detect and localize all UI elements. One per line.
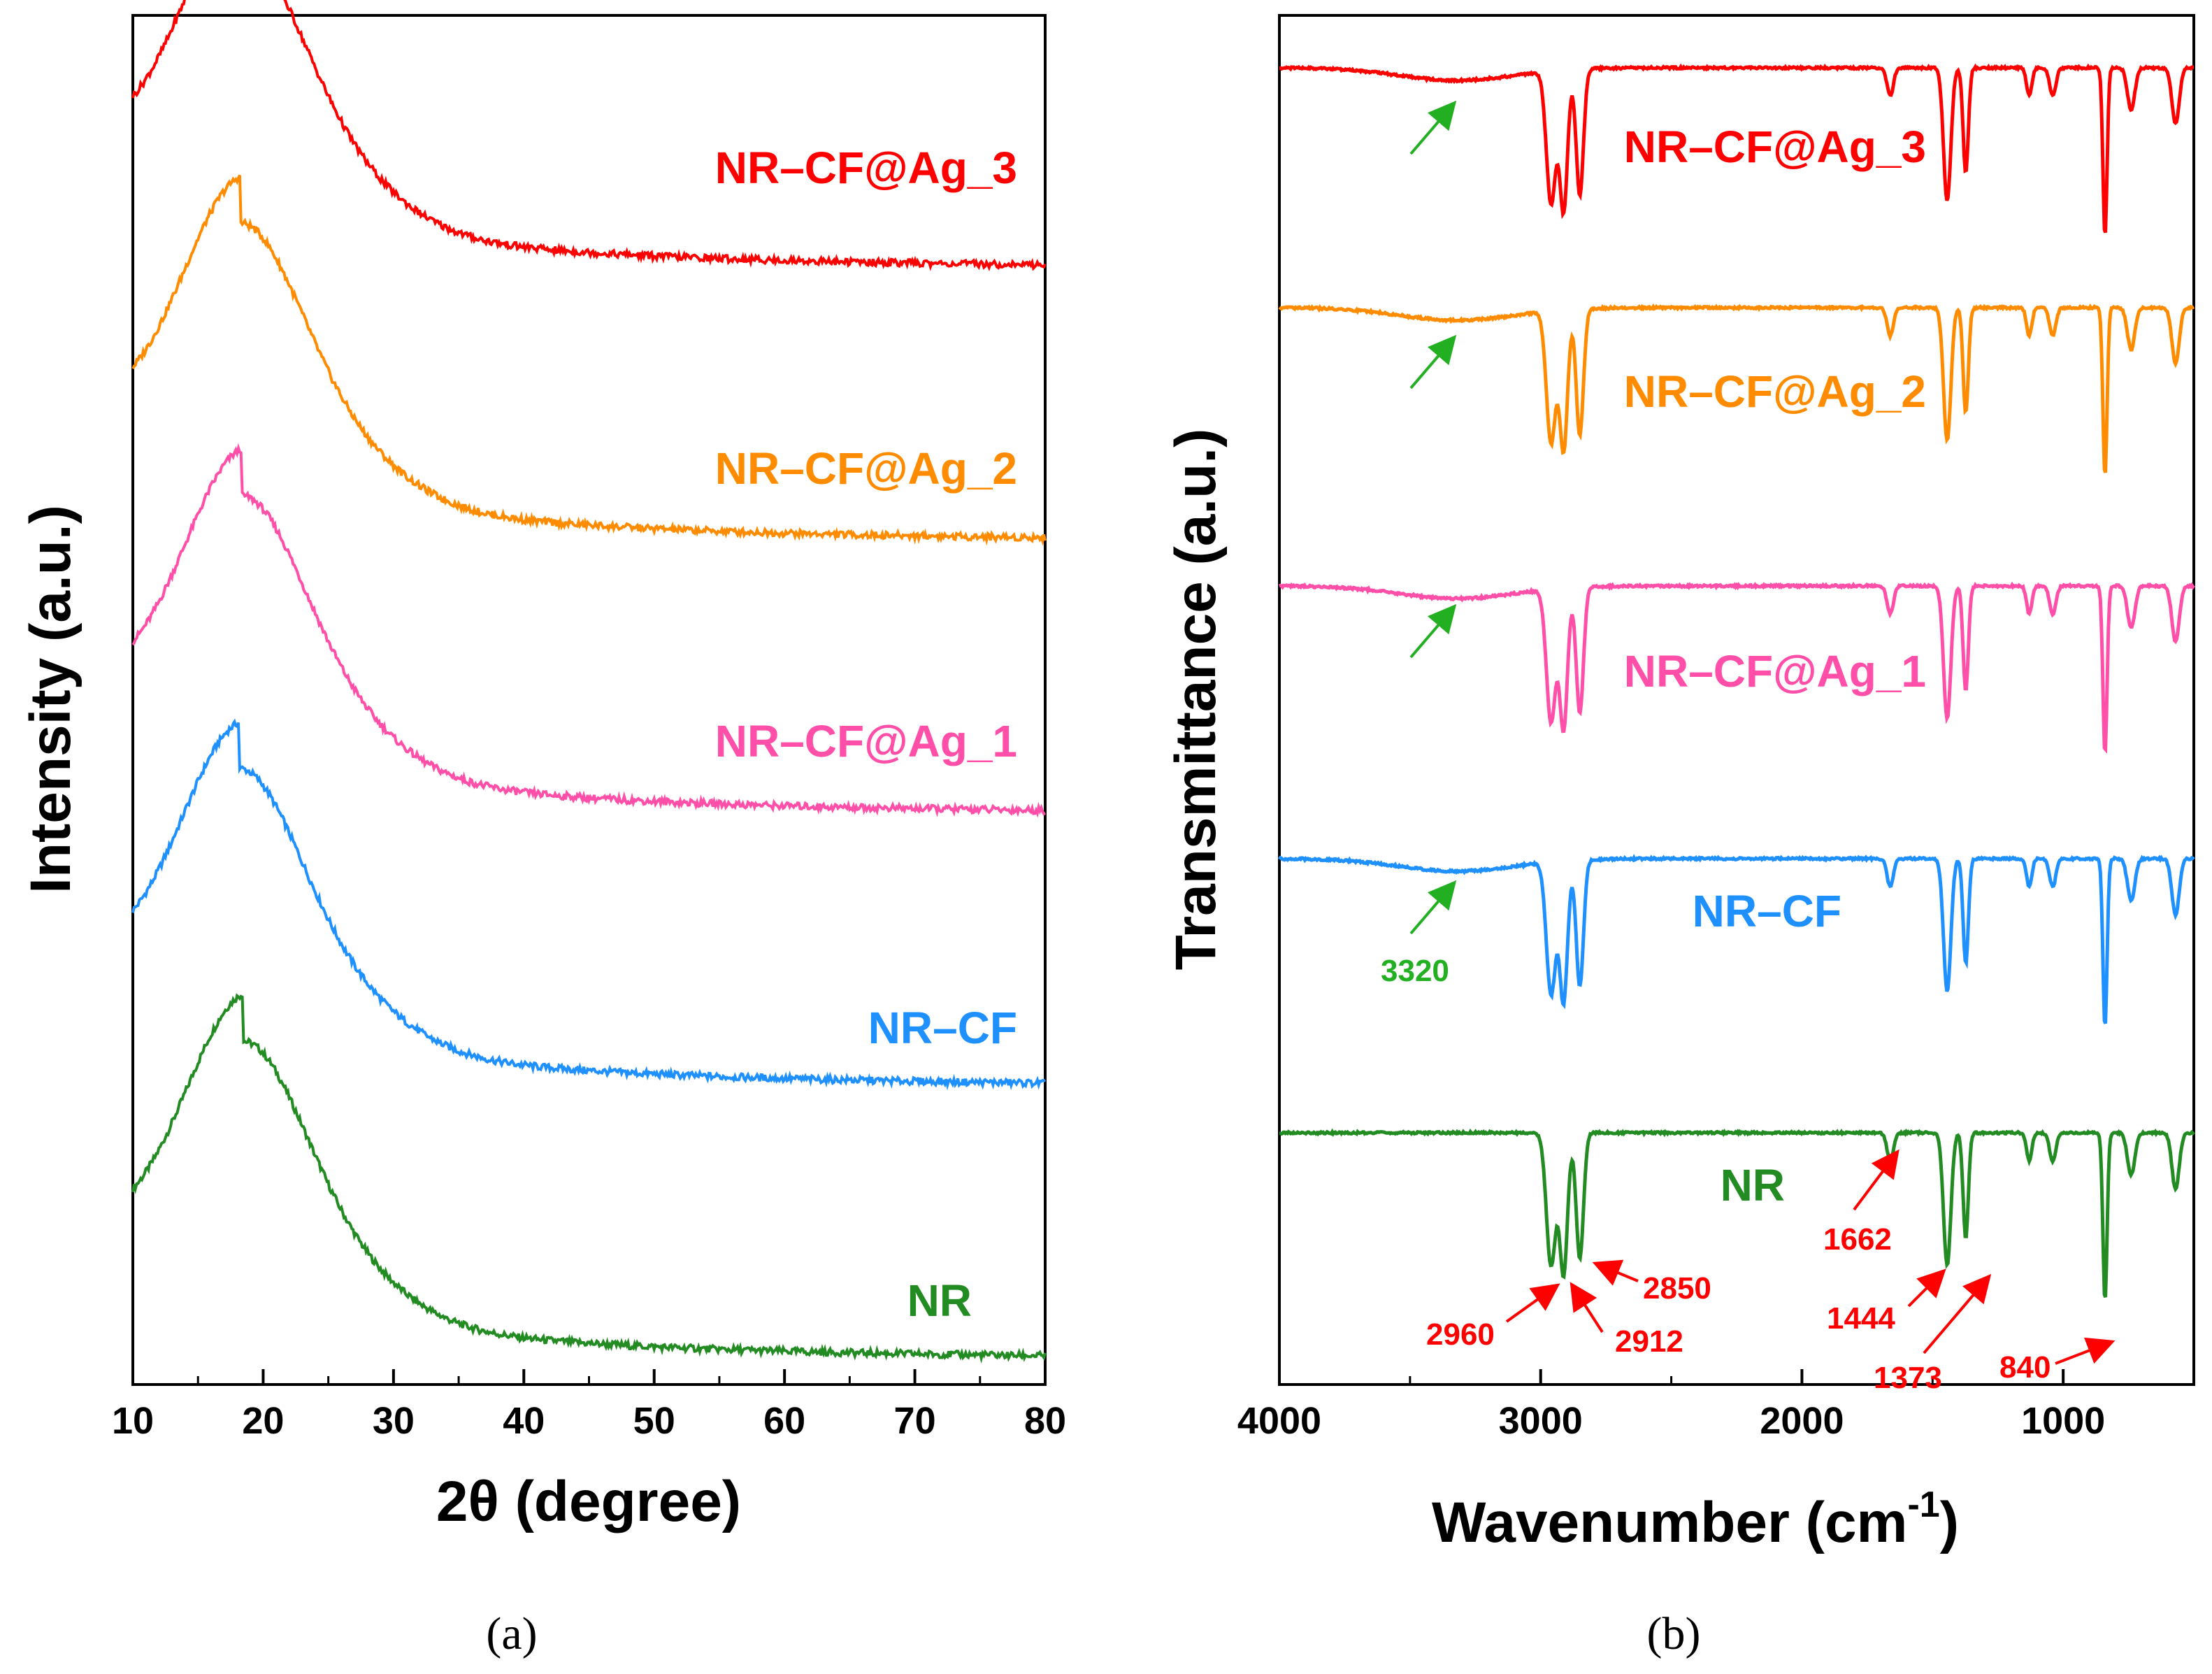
xrd-panel: 10 20 30 40 50 60 70 80 NR–CF@Ag_3 NR–CF@Ag_2 N…: [19, 0, 1066, 1659]
ftir-series-nr-cf-ag-2: [1278, 303, 2195, 473]
annotation-840: 840: [1999, 1350, 2051, 1385]
xrd-label-nr-cf: NR–CF: [868, 1003, 1017, 1053]
ftir-curves: [1277, 63, 2196, 1298]
xrd-tick-label: 30: [373, 1400, 415, 1442]
ftir-series-nr: [1279, 1128, 2195, 1298]
arrow-2850: [1592, 1259, 1639, 1286]
ftir-x-axis-label: Wavenumber (cm-1): [1432, 1485, 1959, 1554]
ftir-label-nr-cf: NR–CF: [1693, 886, 1841, 936]
ftir-label-nr: NR: [1721, 1160, 1785, 1210]
ftir-x-axis-label-sup: -1: [1907, 1485, 1939, 1525]
annotation-2850: 2850: [1643, 1271, 1711, 1305]
xrd-series-nr: [131, 993, 1047, 1364]
xrd-series-nr-cf: [131, 718, 1047, 1091]
annotation-1662: 1662: [1823, 1222, 1892, 1257]
arrow-3320-ag1: [1409, 603, 1457, 659]
xrd-tick-label: 60: [763, 1400, 805, 1442]
xrd-label-nr-cf-ag-1: NR–CF@Ag_1: [715, 716, 1017, 766]
xrd-tick-label: 50: [633, 1400, 675, 1442]
arrow-1444: [1907, 1268, 1946, 1308]
xrd-tick-label: 80: [1024, 1400, 1066, 1442]
xrd-label-nr: NR: [907, 1275, 972, 1326]
ftir-panel: 4000 3000 2000 1000 NR–CF@Ag_3 NR–CF@Ag_2 N…: [1164, 14, 2196, 1659]
arrow-2912: [1570, 1282, 1604, 1333]
arrow-3320-ag3: [1409, 100, 1457, 155]
caption-a: (a): [486, 1608, 537, 1659]
xrd-plot-frame: [131, 14, 1047, 1386]
annotation-2960: 2960: [1426, 1317, 1495, 1352]
xrd-tick-label: 10: [112, 1400, 154, 1442]
annotation-1373: 1373: [1874, 1361, 1942, 1395]
arrow-2960: [1505, 1283, 1560, 1323]
xrd-label-nr-cf-ag-3: NR–CF@Ag_3: [715, 143, 1017, 193]
ftir-plot-frame: [1278, 14, 2195, 1386]
ftir-label-nr-cf-ag-2: NR–CF@Ag_2: [1624, 366, 1926, 417]
ftir-series-nr-cf: [1277, 854, 2195, 1024]
ftir-y-axis-label: Transmittance (a.u.): [1164, 429, 1228, 971]
ftir-x-axis-label-main: Wavenumber (cm: [1432, 1491, 1907, 1554]
annotation-2912: 2912: [1615, 1324, 1683, 1359]
xrd-tick-label: 40: [503, 1400, 545, 1442]
xrd-series-nr-cf-ag-2: [131, 174, 1047, 546]
annotation-1444: 1444: [1827, 1301, 1895, 1336]
xrd-y-axis-label: Intensity (a.u.): [19, 505, 82, 894]
ftir-tick-label: 2000: [1760, 1400, 1844, 1442]
ftir-x-ticks: [1278, 1369, 2065, 1385]
arrow-3320-ag2: [1409, 334, 1457, 389]
ftir-x-tick-labels: 4000 3000 2000 1000: [1237, 1400, 2105, 1442]
ftir-series-nr-cf-ag-1: [1278, 581, 2196, 754]
ftir-label-nr-cf-ag-1: NR–CF@Ag_1: [1624, 646, 1926, 696]
ftir-series-nr-cf-ag-3: [1279, 63, 2195, 234]
caption-b: (b): [1647, 1608, 1701, 1659]
arrow-1662: [1853, 1149, 1899, 1211]
ftir-label-nr-cf-ag-3: NR–CF@Ag_3: [1624, 122, 1926, 172]
arrow-840: [2055, 1337, 2116, 1365]
ftir-tick-label: 3000: [1499, 1400, 1583, 1442]
ftir-x-axis-label-end: ): [1940, 1491, 1959, 1554]
xrd-tick-label: 70: [894, 1400, 936, 1442]
xrd-x-ticks: [131, 1369, 1047, 1385]
xrd-curves: [131, 0, 1047, 1364]
xrd-tick-label: 20: [242, 1400, 284, 1442]
xrd-series-nr-cf-ag-3: [131, 0, 1047, 272]
annotation-3320: 3320: [1381, 954, 1449, 988]
arrow-3320-cf: [1409, 880, 1457, 935]
arrow-1373: [1923, 1273, 1992, 1354]
ftir-tick-label: 1000: [2021, 1400, 2105, 1442]
xrd-x-axis-label: 2θ (degree): [436, 1470, 741, 1533]
xrd-series-nr-cf-ag-1: [131, 443, 1046, 818]
xrd-label-nr-cf-ag-2: NR–CF@Ag_2: [715, 443, 1017, 494]
ftir-tick-label: 4000: [1237, 1400, 1321, 1442]
xrd-x-tick-labels: 10 20 30 40 50 60 70 80: [112, 1400, 1066, 1442]
